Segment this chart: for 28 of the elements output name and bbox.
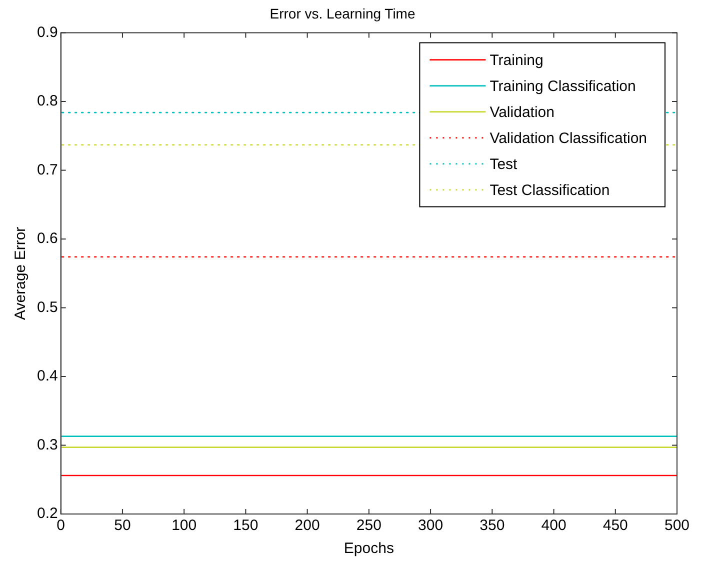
x-tick-label: 350 — [480, 517, 505, 534]
x-tick-label: 400 — [541, 517, 566, 534]
y-tick-label: 0.5 — [36, 298, 58, 316]
x-tick-label: 150 — [233, 517, 258, 534]
y-axis-title: Average Error — [12, 226, 30, 320]
x-tick-label: 500 — [664, 517, 690, 534]
y-tick-label: 0.8 — [36, 92, 58, 110]
y-tick-label: 0.3 — [36, 436, 58, 454]
x-tick-label: 0 — [56, 517, 66, 534]
x-tick-label: 50 — [114, 517, 131, 534]
y-tick-label: 0.2 — [36, 505, 58, 522]
y-tick-label: 0.9 — [36, 24, 58, 41]
x-tick-label: 200 — [294, 517, 320, 534]
legend-label: Test Classification — [490, 182, 610, 199]
legend-label: Training Classification — [490, 78, 636, 95]
legend-label: Training — [490, 52, 544, 69]
x-tick-label: 450 — [602, 517, 628, 534]
x-axis-title: Epochs — [344, 540, 394, 558]
y-tick-label: 0.7 — [36, 161, 58, 178]
x-tick-label: 250 — [356, 517, 382, 534]
legend-label: Validation — [490, 104, 554, 121]
x-tick-label: 300 — [418, 517, 444, 534]
legend-label: Test — [490, 156, 518, 173]
legend-label: Validation Classification — [490, 130, 648, 147]
chart-title: Error vs. Learning Time — [270, 5, 416, 22]
y-tick-label: 0.4 — [36, 368, 58, 385]
x-tick-label: 100 — [172, 517, 197, 534]
y-tick-label: 0.6 — [36, 230, 58, 248]
